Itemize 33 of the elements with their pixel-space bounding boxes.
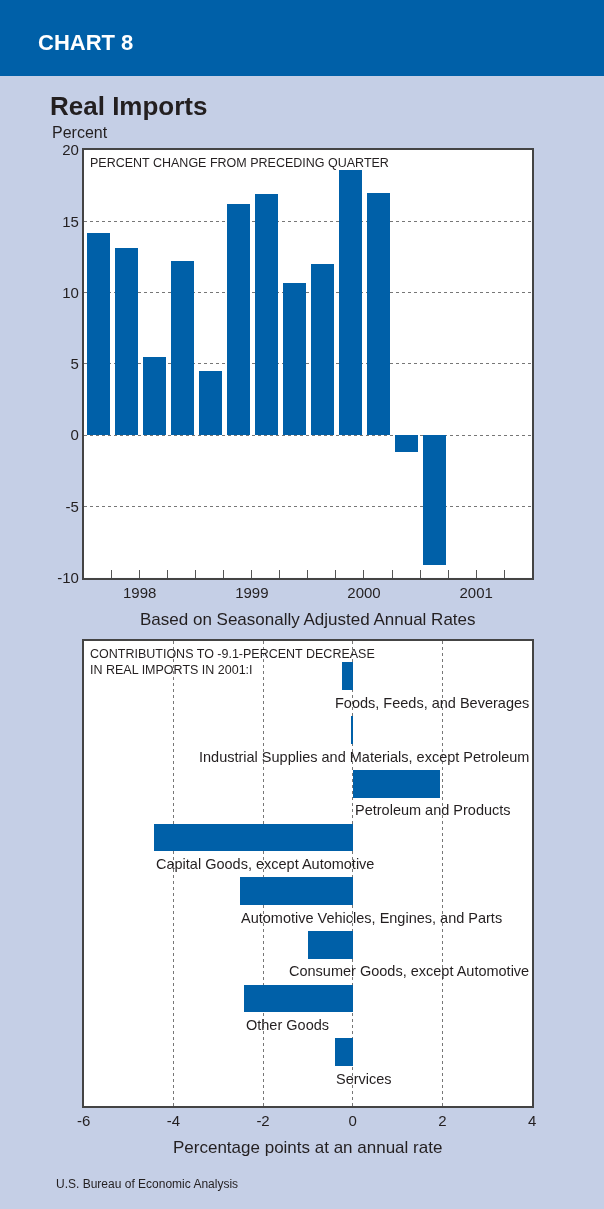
annotation: PERCENT CHANGE FROM PRECEDING QUARTER [90, 156, 389, 170]
x-tick-label: -4 [166, 1112, 180, 1130]
y-tick-label: 20 [62, 141, 79, 159]
category-label: Industrial Supplies and Materials, except Petroleum [199, 749, 530, 765]
y-tick-label: -10 [57, 569, 79, 587]
x-tick-label: 4 [528, 1112, 537, 1130]
x-tick-label: -6 [76, 1112, 91, 1130]
y-tick-label: 5 [70, 355, 79, 373]
y-axis-title: Percent [52, 124, 108, 141]
x-axis-title: Percentage points at an annual rate [173, 1138, 443, 1157]
category-label: Other Goods [246, 1017, 330, 1033]
category-label: Automotive Vehicles, Engines, and Parts [241, 910, 503, 926]
category-label: Services [336, 1071, 392, 1087]
x-tick-label: -2 [256, 1112, 270, 1130]
chart-subtitle: Real Imports [50, 91, 208, 121]
x-tick-label: 2001 [459, 583, 493, 601]
x-tick-label: 1999 [235, 583, 269, 601]
y-tick-label: 10 [62, 283, 79, 301]
category-label: Petroleum and Products [355, 802, 511, 818]
chart-title: CHART 8 [38, 30, 134, 55]
annotation: CONTRIBUTIONS TO -9.1-PERCENT DECREASE IN REAL IMPORTS IN 2001:I [90, 647, 375, 678]
x-axis-title: Based on Seasonally Adjusted Annual Rates [140, 610, 476, 629]
y-tick-label: 15 [62, 212, 79, 230]
x-tick-label: 2 [438, 1112, 447, 1130]
y-tick-label: 0 [70, 426, 79, 444]
category-label: Capital Goods, except Automotive [156, 856, 375, 872]
x-tick-label: 2000 [347, 583, 381, 601]
category-label: Foods, Feeds, and Beverages [335, 695, 530, 711]
category-label: Consumer Goods, except Automotive [289, 963, 530, 979]
x-tick-label: 1998 [122, 583, 157, 601]
text: U.S. Bureau of Economic Analysis [56, 1177, 239, 1191]
y-tick-label: -5 [65, 497, 79, 515]
x-tick-label: 0 [348, 1112, 357, 1130]
